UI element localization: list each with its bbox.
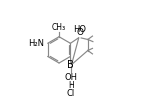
Text: HO: HO xyxy=(73,25,86,34)
Text: H₂N: H₂N xyxy=(28,39,44,48)
Text: OH: OH xyxy=(64,73,77,82)
Text: H: H xyxy=(68,81,74,90)
Text: Cl: Cl xyxy=(67,89,75,98)
Text: O: O xyxy=(77,28,84,37)
Text: B: B xyxy=(67,60,74,70)
Text: CH₃: CH₃ xyxy=(52,23,66,32)
